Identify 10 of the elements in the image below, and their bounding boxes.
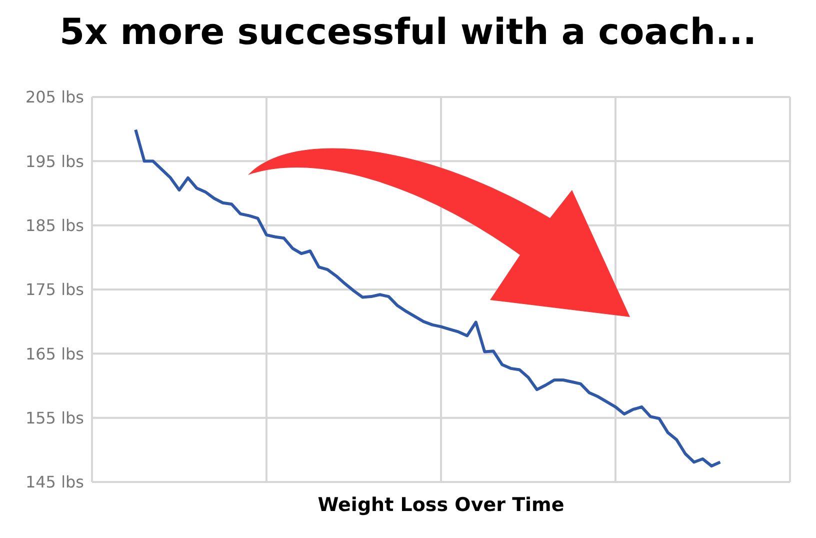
line-series [134, 128, 722, 468]
chart-title: 5x more successful with a coach... [58, 12, 758, 53]
y-tick-label: 195 lbs [25, 152, 84, 171]
y-tick-label: 155 lbs [25, 408, 84, 428]
y-tick-label: 145 lbs [25, 472, 84, 492]
x-axis-title: Weight Loss Over Time [316, 494, 566, 516]
y-tick-label: 175 lbs [25, 280, 84, 300]
y-tick-label: 165 lbs [25, 344, 84, 364]
y-tick-label: 205 lbs [25, 88, 84, 107]
y-tick-label: 185 lbs [25, 216, 84, 236]
